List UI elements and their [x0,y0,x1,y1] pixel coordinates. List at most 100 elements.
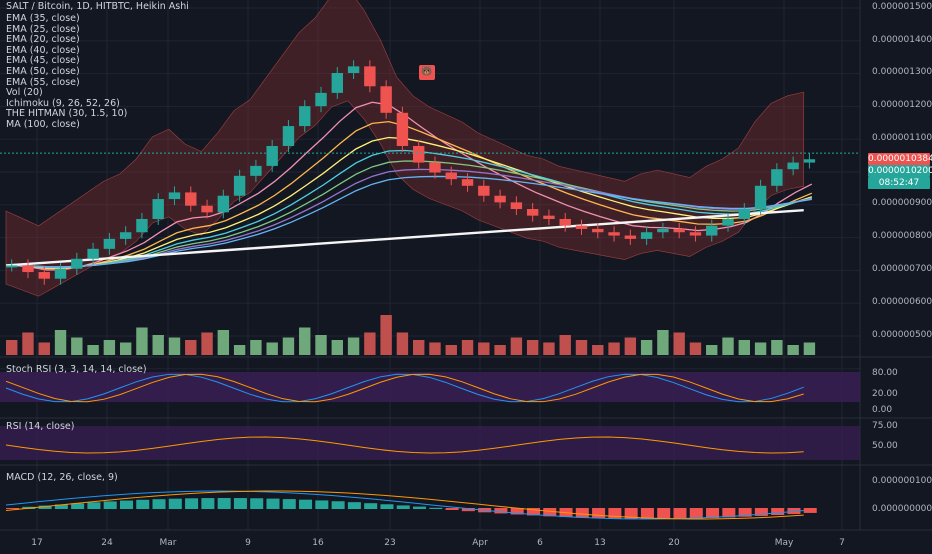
macd-histogram-bar [624,508,638,519]
candle-body [494,195,506,203]
volume-bar [266,342,278,355]
ichimoku-cloud [5,0,805,297]
price-axis-label: 0.0000005000 [872,330,932,340]
legend-item[interactable]: THE HITMAN (30, 1.5, 10) [6,108,128,120]
volume-bar [6,340,18,355]
volume-bar [87,345,99,355]
stoch-band [0,372,860,402]
macd-histogram-bar [543,508,557,517]
candle-body [608,232,620,236]
macd-histogram-bar [282,499,296,509]
legend-item[interactable]: EMA (25, close) [6,23,80,35]
candle-body [185,192,197,206]
candle-body [559,218,571,226]
macd-histogram-bar [185,498,199,509]
candle-body [722,218,734,226]
bear-icon[interactable]: 🐻 [419,65,435,80]
legend-item[interactable]: EMA (55, close) [6,76,80,88]
rsi-level-75: 75.00 [872,421,898,431]
macd-histogram-bar [429,507,443,509]
volume-bar [282,337,295,355]
macd-histogram-bar [526,508,540,516]
time-axis-label: Mar [159,538,177,548]
macd-level-zero: 0.0000000000 [872,504,932,514]
legend-item[interactable]: EMA (35, close) [6,13,80,24]
volume-bar [706,345,718,355]
macd-histogram-bar [608,508,622,519]
stoch-k-line [5,373,804,403]
candle-body [201,205,213,213]
candle-body [396,112,409,146]
macd-histogram-bar [233,498,247,509]
legend-item[interactable]: EMA (20, close) [6,34,80,46]
macd-histogram-bar [201,498,215,509]
legend-item[interactable]: EMA (40, close) [6,44,80,56]
price-axis-label: 0.0000007000 [872,264,932,274]
time-axis-label: 6 [537,538,543,548]
time-axis-label: 20 [668,538,680,548]
volume-bar [380,315,392,355]
time-axis-label: 23 [384,538,396,548]
candle-body [510,202,523,210]
macd-histogram-bar [413,506,427,509]
stoch-level-80: 80.00 [872,368,898,378]
last-price-tag: 0.0000010384 [868,153,932,165]
time-axis-label: May [774,538,794,548]
macd-title: MACD (12, 26, close, 9) [6,472,118,483]
macd-histogram-bar [803,508,817,513]
candle-body [266,145,278,166]
volume-bar [152,335,164,355]
volume-bar [22,332,34,355]
macd-level-top: 0.0000001000 [872,476,932,486]
volume-bar [185,340,197,355]
legend-item[interactable]: MA (100, close) [6,118,80,130]
candle-body [299,106,311,127]
legend-item[interactable]: Ichimoku (9, 26, 52, 26) [6,97,120,109]
volume-bar [250,340,262,355]
volume-bar [71,337,83,355]
macd-histogram-bar [119,500,133,509]
macd-histogram-bar [396,505,410,509]
volume-bar [429,342,441,355]
macd-histogram-bar [136,499,150,509]
macd-histogram-bar [575,508,589,518]
macd-histogram-bar [592,508,606,519]
volume-bar [575,340,588,355]
volume-bar [526,340,539,355]
legend-item[interactable]: EMA (50, close) [6,65,80,77]
macd-histogram-bar [54,504,68,509]
countdown-tag: 08:52:47 [868,177,930,189]
candle-body [706,225,718,236]
macd-histogram-bar [494,508,508,514]
candle-body [250,165,262,176]
volume-bar [510,337,523,355]
stoch-title: Stoch RSI (3, 3, 14, 14, close) [6,364,147,375]
volume-bar [494,345,506,355]
candle-body [380,86,392,113]
time-axis-label: 17 [31,538,43,548]
time-axis-label: 16 [312,538,324,548]
price-axis-label: 0.0000015000 [872,2,932,12]
macd-histogram-bar [364,503,378,509]
ma100-line [5,208,804,267]
macd-histogram-bar [315,500,329,509]
macd-histogram-bar [266,498,280,509]
legend-item[interactable]: EMA (45, close) [6,55,80,67]
volume-bar [461,340,474,355]
legend-item[interactable]: Vol (20) [6,87,43,99]
candle-body [673,228,685,233]
time-axis-label: 7 [839,538,845,548]
macd-histogram-bar [754,508,768,516]
time-axis-label: 9 [245,538,251,548]
macd-histogram-bar [103,501,117,509]
volume-bar [722,337,734,355]
candle-body [38,272,50,279]
macd-histogram-bar [510,508,524,515]
time-axis-label: 24 [101,538,113,548]
candle-body [54,268,67,279]
volume-bar [592,345,604,355]
candle-body [575,225,588,229]
price-axis-label: 0.0000008000 [872,231,932,241]
